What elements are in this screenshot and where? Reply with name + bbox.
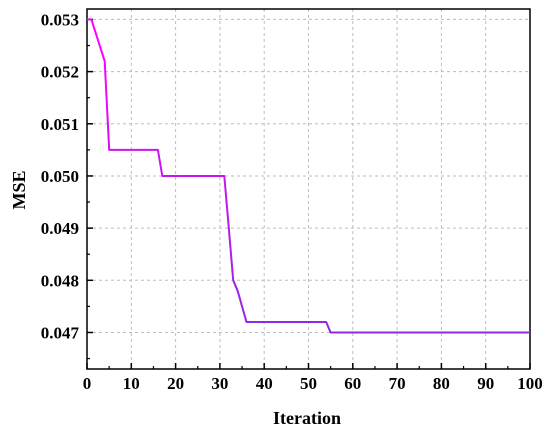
series-lines bbox=[87, 18, 530, 334]
x-axis-title: Iteration bbox=[273, 408, 341, 428]
x-tick-label: 100 bbox=[517, 374, 543, 393]
y-axis-title: MSE bbox=[9, 170, 29, 209]
y-tick-label: 0.050 bbox=[41, 167, 79, 186]
x-tick-label: 30 bbox=[211, 374, 228, 393]
x-tick-label: 20 bbox=[167, 374, 184, 393]
y-tick-label: 0.052 bbox=[41, 63, 79, 82]
y-tick-label: 0.047 bbox=[41, 323, 80, 342]
y-tick-label: 0.051 bbox=[41, 115, 79, 134]
x-tick-label: 60 bbox=[344, 374, 361, 393]
grid-lines bbox=[87, 9, 530, 369]
x-tick-label: 90 bbox=[477, 374, 494, 393]
x-tick-label: 0 bbox=[83, 374, 92, 393]
y-tick-label: 0.053 bbox=[41, 10, 79, 29]
tick-labels: 0 10 20 30 40 50 60 70 80 90 100 0.047 0.048 0.049 0.0… bbox=[41, 10, 543, 393]
x-tick-label: 80 bbox=[433, 374, 450, 393]
x-tick-label: 40 bbox=[256, 374, 273, 393]
x-tick-label: 70 bbox=[389, 374, 406, 393]
y-tick-label: 0.049 bbox=[41, 219, 79, 238]
mse-series-line bbox=[87, 18, 530, 334]
x-tick-label: 10 bbox=[123, 374, 140, 393]
y-tick-label: 0.048 bbox=[41, 271, 79, 290]
x-tick-label: 50 bbox=[300, 374, 317, 393]
